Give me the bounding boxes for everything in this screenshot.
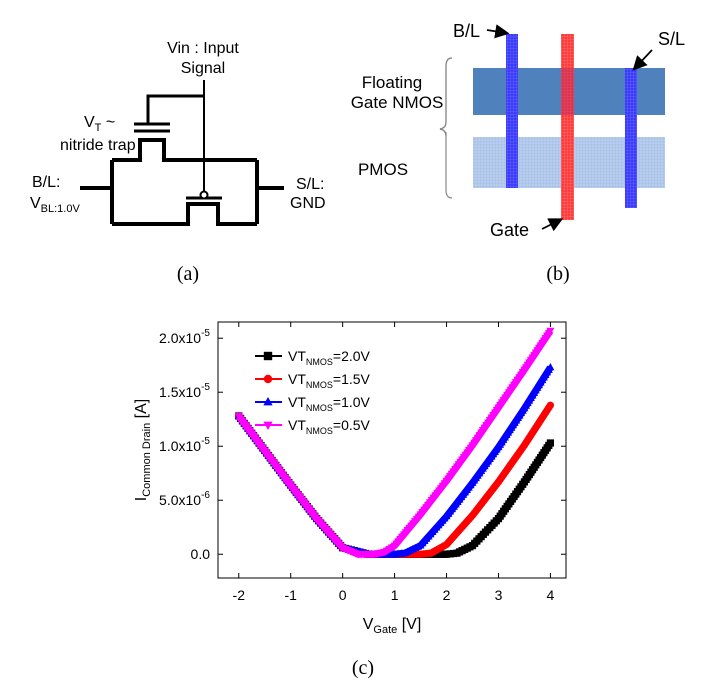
- legend-marker: [263, 421, 273, 431]
- y-tick-label: 0.0: [191, 546, 211, 562]
- nmos-channel-wire: [112, 138, 257, 162]
- caption-c: (c): [352, 657, 374, 679]
- legend-marker: [263, 374, 273, 384]
- pmos-channel-wire: [112, 202, 257, 226]
- series-layer: [234, 327, 555, 559]
- sl-arrow: [632, 49, 653, 71]
- sl-label: S/L:: [296, 176, 324, 193]
- y-axis-label: ICommon Drain [A]: [133, 399, 153, 501]
- bitline-strip: [506, 34, 518, 188]
- data-point: [546, 401, 555, 409]
- plot-frame: [217, 321, 567, 579]
- data-point: [546, 327, 555, 335]
- legend-marker: [263, 351, 273, 361]
- panel-c-chart: 0.0 5.0x10-6 1.0x10-5 1.5x10-5 2.0x10-5 -2 -1…: [159, 321, 567, 603]
- y-tick-label: 1.0x10-5: [159, 436, 210, 454]
- y-tick-label: 5.0x10-6: [159, 490, 210, 508]
- y-tick-label: 1.5x10-5: [159, 382, 210, 400]
- x-tick-label: -2: [233, 587, 246, 603]
- legend-label: VTNMOS=0.5V: [288, 417, 371, 436]
- bl-layout-label: B/L: [453, 21, 480, 41]
- legend-label: VTNMOS=2.0V: [288, 348, 371, 367]
- x-tick-label: 2: [443, 587, 451, 603]
- x-tick-label: 4: [547, 587, 555, 603]
- y-axis-ticks: 0.0 5.0x10-6 1.0x10-5 1.5x10-5 2.0x10-5: [159, 328, 566, 562]
- pmos-label: PMOS: [358, 160, 408, 179]
- pmos-gate-bubble: [199, 190, 209, 200]
- panel-a-circuit: [80, 80, 284, 226]
- gnd-label: GND: [290, 195, 326, 212]
- x-axis-label: VGate [V]: [363, 616, 422, 636]
- series-3: [234, 327, 555, 559]
- x-tick-label: 1: [391, 587, 399, 603]
- legend: VTNMOS=2.0V VTNMOS=1.5V VTNMOS=1.0V VTNMOS=…: [255, 348, 371, 436]
- gate-strip: [561, 34, 574, 220]
- signal-label: Signal: [181, 60, 225, 77]
- bl-arrow: [486, 24, 510, 39]
- x-tick-label: 0: [339, 587, 347, 603]
- gate-over-nmos-overlap: [561, 68, 574, 115]
- panel-b-layout: [439, 24, 665, 232]
- bl-label: B/L:: [32, 174, 60, 191]
- legend-marker: [263, 396, 273, 406]
- vbl-label: VBL:1.0V: [30, 195, 80, 215]
- legend-label: VTNMOS=1.0V: [288, 394, 371, 413]
- nitride-trap-label: nitride trap: [60, 137, 136, 154]
- legend-label: VTNMOS=1.5V: [288, 371, 371, 390]
- nmos-gate-lead: [146, 94, 204, 124]
- x-tick-label: -1: [284, 587, 297, 603]
- floating-label-line2: Gate NMOS: [351, 93, 444, 112]
- data-point: [546, 363, 555, 371]
- x-axis-ticks: -2 -1 0 1 2 3 4: [233, 322, 555, 603]
- data-point: [546, 439, 555, 447]
- floating-label-line1: Floating: [362, 73, 422, 92]
- caption-a: (a): [177, 263, 199, 285]
- sl-layout-label: S/L: [658, 29, 685, 49]
- gate-arrow: [541, 218, 564, 232]
- pmos-brace: [439, 57, 453, 199]
- vin-label: Vin : Input: [167, 40, 239, 57]
- x-tick-label: 3: [495, 587, 503, 603]
- sourceline-strip: [625, 68, 637, 208]
- vt-label: VT ~: [84, 114, 115, 134]
- gate-label: Gate: [490, 220, 529, 240]
- y-tick-label: 2.0x10-5: [159, 328, 210, 346]
- caption-b: (b): [546, 263, 569, 285]
